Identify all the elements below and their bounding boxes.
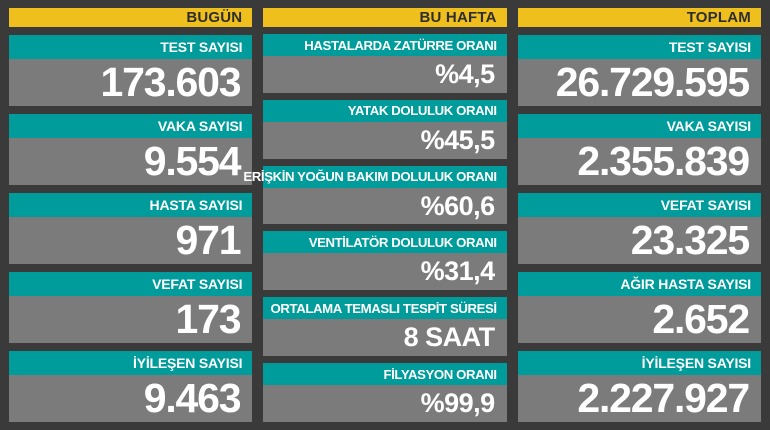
stat-card-hafta-yatak-doluluk: YATAK DOLULUK ORANI %45,5	[263, 99, 507, 159]
stat-card-hafta-zaturre-orani: HASTALARDA ZATÜRRE ORANI %4,5	[263, 34, 507, 93]
stat-value: %31,4	[263, 253, 507, 291]
stat-label: ERİŞKİN YOĞUN BAKIM DOLULUK ORANI	[243, 165, 507, 188]
stat-label: YATAK DOLULUK ORANI	[263, 99, 507, 122]
stat-label: TEST SAYISI	[9, 35, 253, 59]
stat-label: HASTALARDA ZATÜRRE ORANI	[263, 34, 507, 56]
stat-card-toplam-vaka-sayisi: VAKA SAYISI 2.355.839	[517, 114, 761, 185]
stat-label: VAKA SAYISI	[517, 114, 761, 138]
stat-card-toplam-test-sayisi: TEST SAYISI 26.729.595	[517, 35, 761, 106]
column-bugun: BUGÜN TEST SAYISI 173.603 VAKA SAYISI 9.…	[9, 8, 253, 422]
stat-label: ORTALAMA TEMASLI TESPİT SÜRESİ	[263, 297, 507, 320]
stat-label: VEFAT SAYISI	[517, 193, 761, 217]
stat-value: 2.355.839	[517, 138, 761, 185]
stat-card-toplam-agir-hasta-sayisi: AĞIR HASTA SAYISI 2.652	[517, 272, 761, 343]
stat-value: 8 SAAT	[263, 319, 507, 357]
column-header-bugun: BUGÜN	[9, 8, 253, 27]
stat-label: FİLYASYON ORANI	[263, 363, 507, 386]
column-bu-hafta: BU HAFTA HASTALARDA ZATÜRRE ORANI %4,5 Y…	[243, 8, 507, 422]
stat-label: VAKA SAYISI	[9, 114, 253, 138]
stat-value: 26.729.595	[517, 59, 761, 106]
stat-value: 173	[9, 296, 253, 343]
stat-value: %99,9	[263, 385, 507, 422]
stat-card-bugun-iyilesen-sayisi: İYİLEŞEN SAYISI 9.463	[9, 351, 253, 422]
stat-value: %45,5	[263, 121, 507, 159]
stat-card-hafta-filyasyon-orani: FİLYASYON ORANI %99,9	[263, 363, 507, 422]
stat-card-hafta-ventilator-doluluk: VENTİLATÖR DOLULUK ORANI %31,4	[263, 231, 507, 291]
stat-value: %4,5	[263, 56, 507, 93]
stat-label: VENTİLATÖR DOLULUK ORANI	[263, 231, 507, 254]
stat-value: 9.554	[9, 138, 253, 185]
stat-label: VEFAT SAYISI	[9, 272, 253, 296]
stat-label: AĞIR HASTA SAYISI	[517, 272, 761, 296]
stat-value: 23.325	[517, 217, 761, 264]
column-header-toplam: TOPLAM	[517, 8, 761, 27]
stat-card-bugun-hasta-sayisi: HASTA SAYISI 971	[9, 193, 253, 264]
stat-value: 2.227.927	[517, 375, 761, 422]
stat-card-toplam-iyilesen-sayisi: İYİLEŞEN SAYISI 2.227.927	[517, 351, 761, 422]
stat-value: 9.463	[9, 375, 253, 422]
stat-card-bugun-test-sayisi: TEST SAYISI 173.603	[9, 35, 253, 106]
column-header-bu-hafta: BU HAFTA	[263, 8, 507, 27]
stat-card-bugun-vaka-sayisi: VAKA SAYISI 9.554	[9, 114, 253, 185]
stat-value: 971	[9, 217, 253, 264]
column-toplam: TOPLAM TEST SAYISI 26.729.595 VAKA SAYIS…	[517, 8, 761, 422]
stat-value: %60,6	[263, 187, 507, 225]
stat-value: 173.603	[9, 59, 253, 106]
stat-card-bugun-vefat-sayisi: VEFAT SAYISI 173	[9, 272, 253, 343]
stat-card-hafta-temasli-tespit-suresi: ORTALAMA TEMASLI TESPİT SÜRESİ 8 SAAT	[263, 297, 507, 357]
stat-label: İYİLEŞEN SAYISI	[517, 351, 761, 375]
stat-card-toplam-vefat-sayisi: VEFAT SAYISI 23.325	[517, 193, 761, 264]
stat-value: 2.652	[517, 296, 761, 343]
stat-label: İYİLEŞEN SAYISI	[9, 351, 253, 375]
stat-card-hafta-yogun-bakim-doluluk: ERİŞKİN YOĞUN BAKIM DOLULUK ORANI %60,6	[243, 165, 507, 225]
stat-label: TEST SAYISI	[517, 35, 761, 59]
stat-label: HASTA SAYISI	[9, 193, 253, 217]
